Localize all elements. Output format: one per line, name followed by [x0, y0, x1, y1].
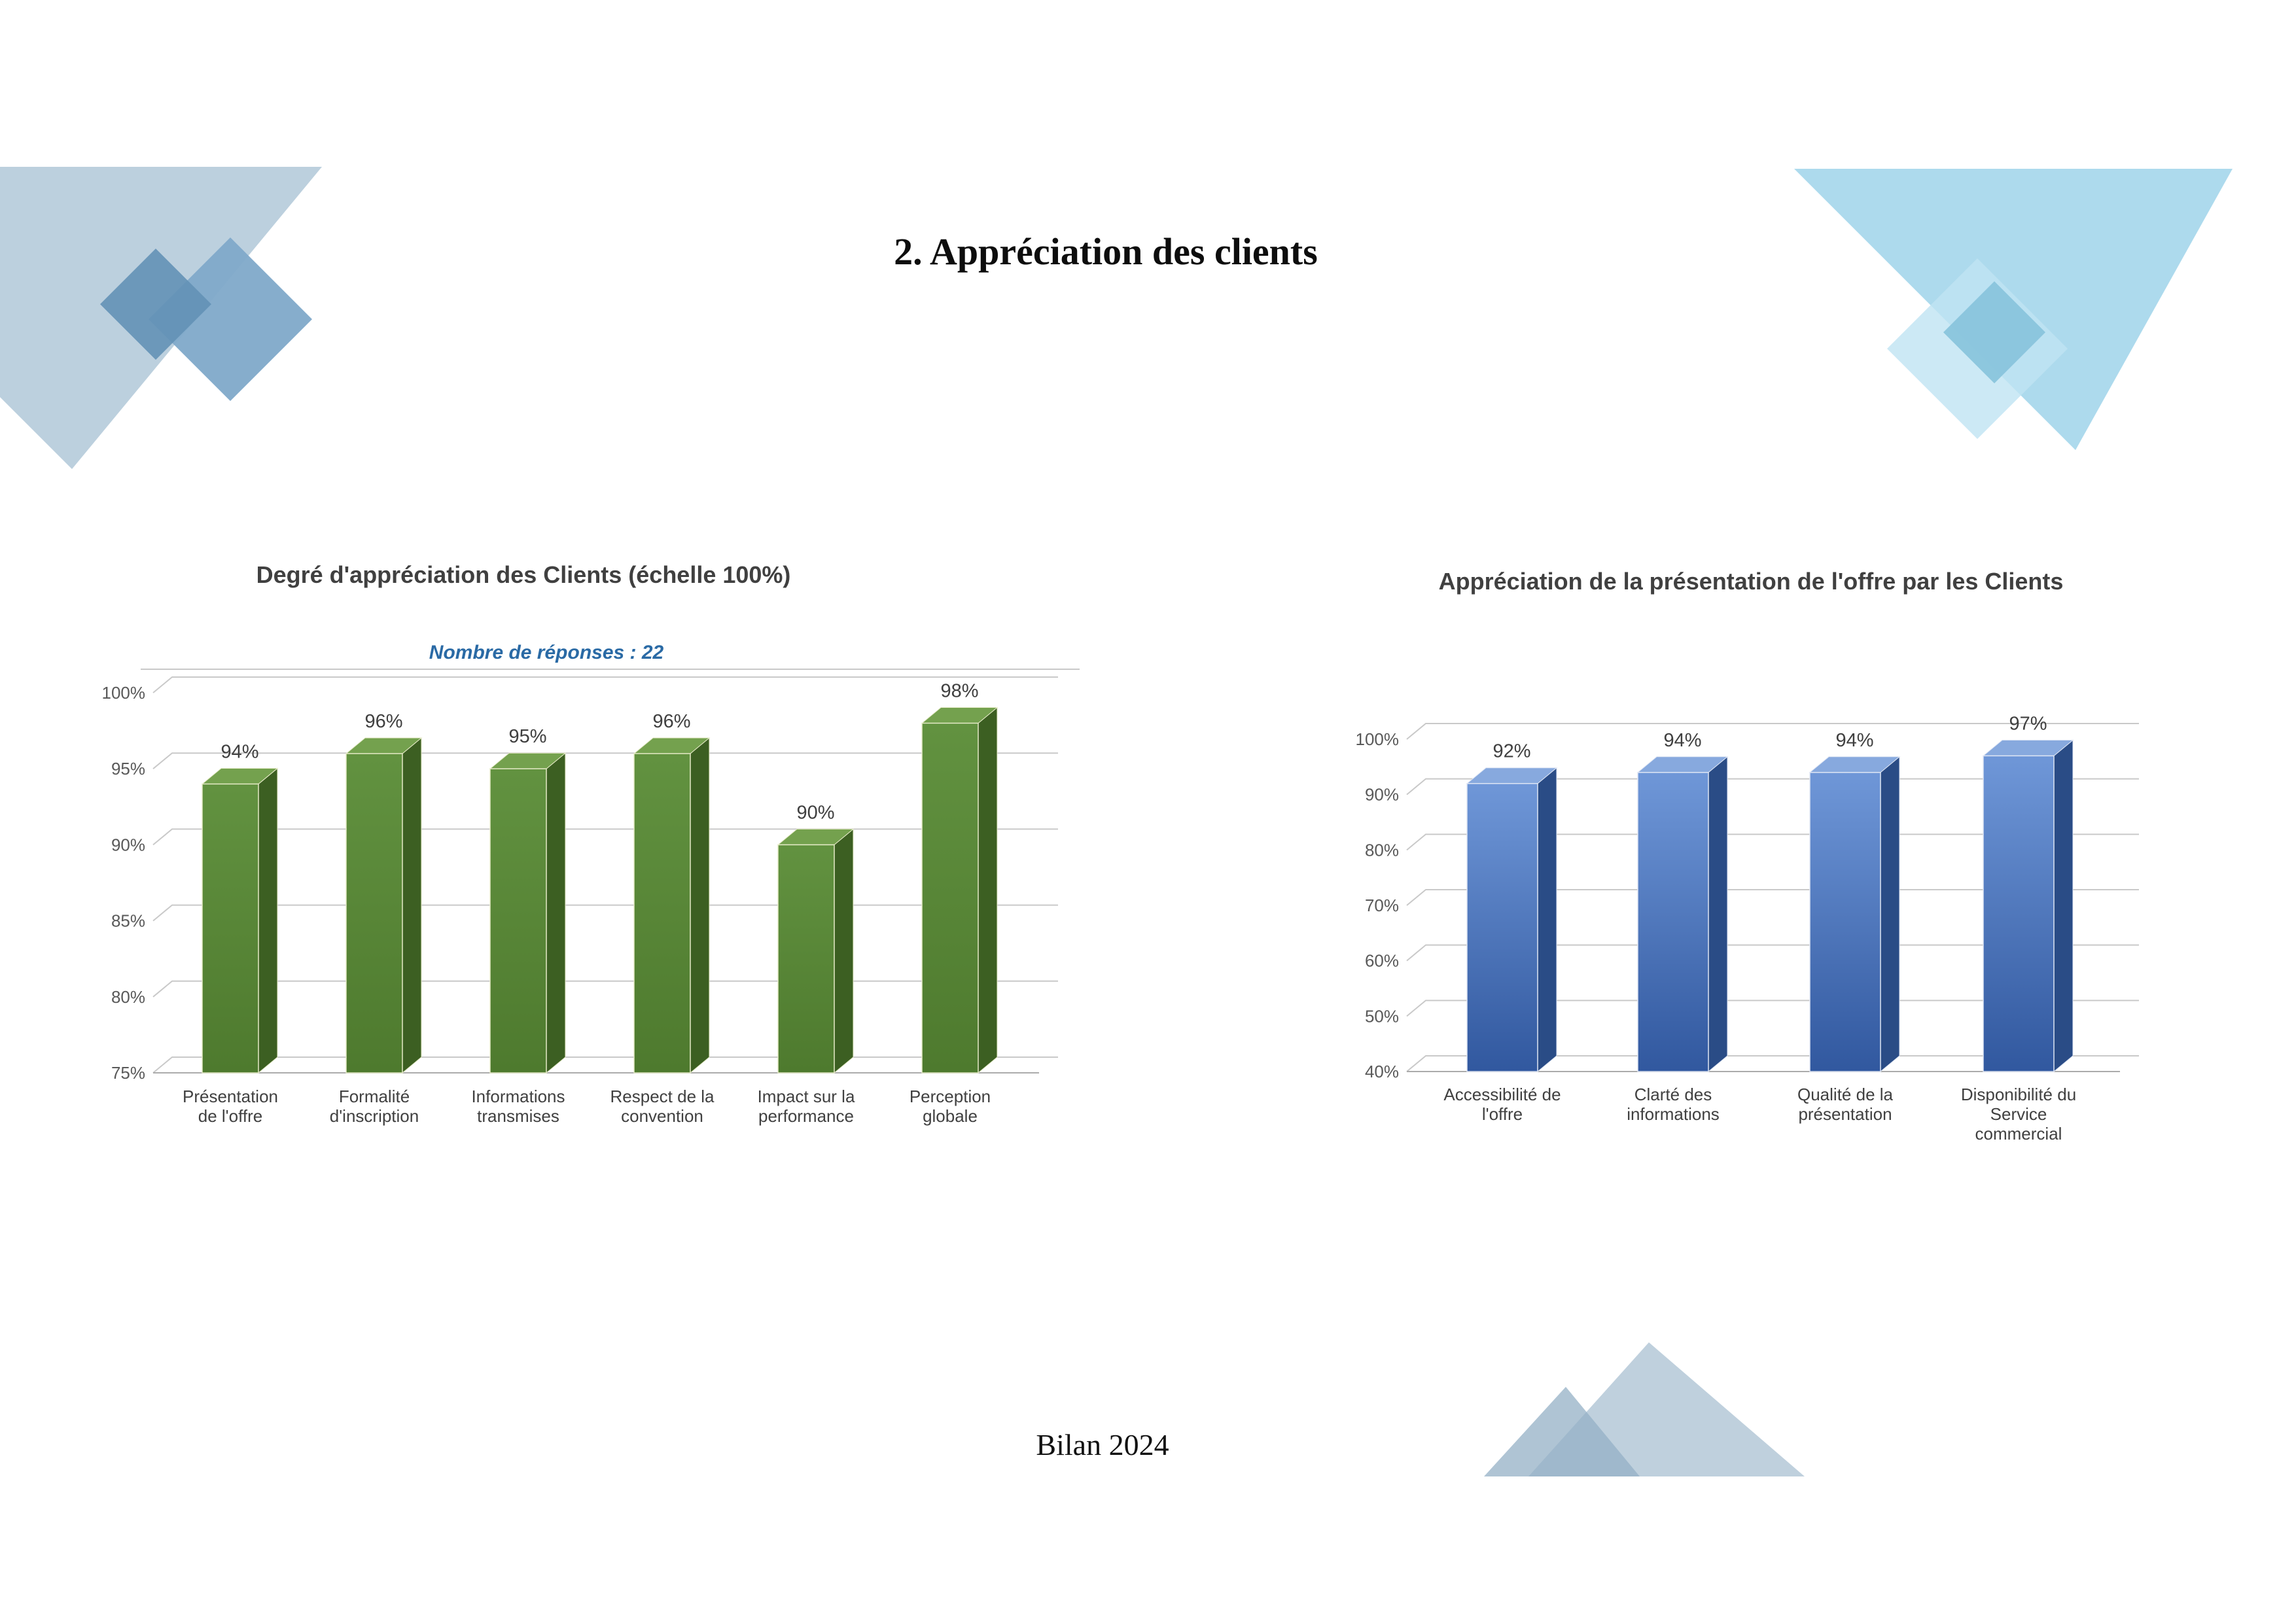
bar-value-label: 95%	[508, 726, 546, 747]
chart-left-subtitle: Nombre de réponses : 22	[415, 640, 677, 665]
category-label: Présentation	[183, 1087, 278, 1106]
bar-value-label: 90%	[796, 802, 834, 823]
gridline	[1406, 833, 2139, 851]
bar-side-face	[258, 767, 278, 1074]
gridline	[1406, 1000, 2139, 1017]
category-label: Service	[1990, 1104, 2047, 1124]
category-label: Perception	[910, 1087, 991, 1106]
slide-title: 2. Appréciation des clients	[894, 230, 1318, 273]
category-label: Formalité	[339, 1087, 410, 1106]
bar-front-face	[202, 783, 259, 1073]
bar-value-label: 98%	[940, 680, 978, 701]
bar-front-face	[1983, 755, 2055, 1072]
bar-front-face	[777, 844, 835, 1073]
gridline	[1406, 723, 2139, 740]
y-axis-tick-label: 40%	[1365, 1062, 1399, 1081]
footer-text: Bilan 2024	[1036, 1428, 1169, 1461]
bar-side-face	[1537, 767, 1557, 1073]
gridline	[152, 752, 1058, 769]
y-axis-tick-label: 50%	[1365, 1006, 1399, 1026]
y-axis-tick-label: 90%	[111, 835, 145, 854]
y-axis-tick-label: 95%	[111, 759, 145, 778]
category-label: de l'offre	[198, 1106, 262, 1126]
bar-value-label: 94%	[221, 741, 258, 762]
bar-side-face	[978, 707, 998, 1074]
bar-front-face	[1637, 772, 1709, 1072]
gridline	[152, 1056, 1058, 1073]
category-label: Accessibilité de	[1443, 1085, 1561, 1104]
category-label: transmises	[477, 1106, 559, 1126]
bar-front-face	[633, 753, 691, 1073]
bar-side-face	[1880, 756, 1900, 1073]
bar-front-face	[1809, 772, 1881, 1072]
bar-side-face	[834, 828, 854, 1074]
bar-value-label: 94%	[1835, 730, 1873, 751]
y-axis-tick-label: 90%	[1365, 785, 1399, 805]
category-label: Impact sur la	[758, 1087, 855, 1106]
category-label: d'inscription	[330, 1106, 419, 1126]
y-axis-tick-label: 100%	[102, 683, 146, 703]
gridline	[1406, 889, 2139, 906]
gridline	[1406, 778, 2139, 795]
bar-side-face	[2053, 739, 2074, 1073]
bar-value-label: 92%	[1492, 741, 1530, 762]
chart-right-title: Appréciation de la présentation de l'off…	[1438, 568, 2064, 595]
bar-value-label: 96%	[364, 711, 402, 732]
bar-side-face	[1708, 756, 1728, 1073]
category-label: commercial	[1975, 1124, 2062, 1143]
bar-side-face	[402, 737, 422, 1074]
bar-front-face	[1466, 782, 1538, 1072]
category-label: performance	[758, 1106, 854, 1126]
category-label: présentation	[1798, 1104, 1892, 1124]
gridline	[152, 676, 1058, 693]
gridline	[1406, 1055, 2139, 1072]
chart-left-subtitle-rule	[141, 669, 1080, 670]
y-axis-tick-label: 80%	[1365, 840, 1399, 860]
bar-value-label: 96%	[652, 711, 690, 732]
category-label: informations	[1627, 1104, 1720, 1124]
bar-front-face	[345, 753, 403, 1073]
chart-left-title: Degré d'appréciation des Clients (échell…	[256, 561, 791, 588]
y-axis-tick-label: 75%	[111, 1063, 145, 1083]
category-label: Informations	[471, 1087, 565, 1106]
category-label: Clarté des	[1634, 1085, 1712, 1104]
bar-value-label: 94%	[1663, 730, 1701, 751]
bar-front-face	[921, 722, 979, 1073]
category-label: convention	[621, 1106, 703, 1126]
gridline	[152, 904, 1058, 922]
category-label: l'offre	[1482, 1104, 1523, 1124]
y-axis-tick-label: 80%	[111, 987, 145, 1007]
y-axis-tick-label: 100%	[1356, 729, 1400, 749]
right-chart-canvas: 40% 50% 60% 70% 80% 90% 100% 92% Accessibilité d…	[1356, 713, 2139, 1143]
category-label: Qualité de la	[1797, 1085, 1894, 1104]
gridline	[152, 980, 1058, 998]
bar-value-label: 97%	[2009, 713, 2047, 734]
y-axis-tick-label: 85%	[111, 911, 145, 931]
y-axis-tick-label: 70%	[1365, 896, 1399, 915]
category-label: Respect de la	[610, 1087, 715, 1106]
gridline	[152, 828, 1058, 846]
y-axis-tick-label: 60%	[1365, 951, 1399, 971]
gridline	[1406, 944, 2139, 962]
bar-side-face	[690, 737, 710, 1074]
bar-front-face	[489, 768, 547, 1073]
bar-side-face	[546, 752, 566, 1074]
category-label: globale	[923, 1106, 978, 1126]
category-label: Disponibilité du	[1961, 1085, 2076, 1104]
